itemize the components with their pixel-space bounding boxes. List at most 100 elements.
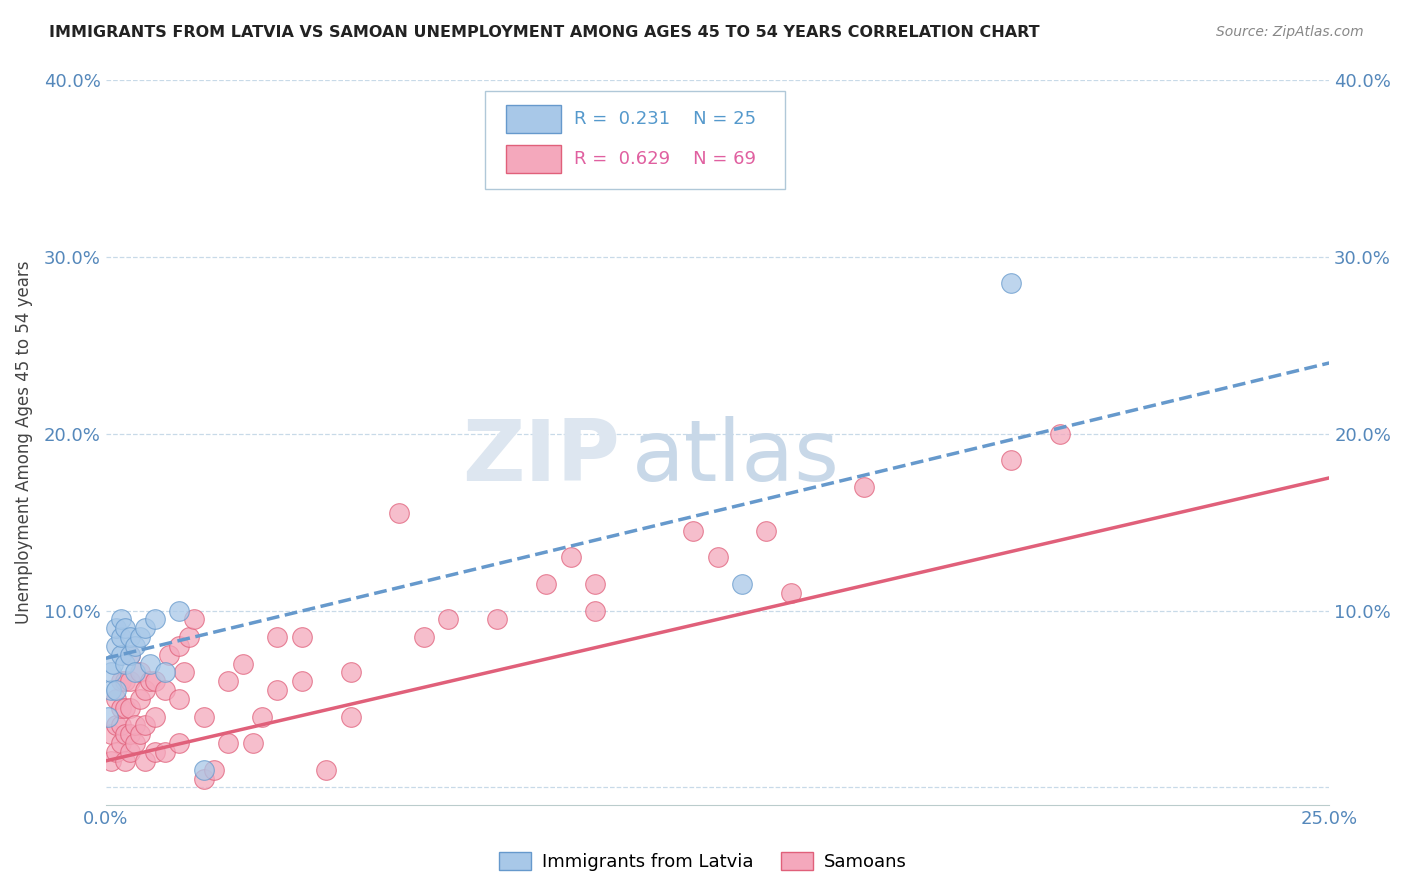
Point	[853, 480, 876, 494]
Point	[120, 648, 142, 662]
Point	[104, 692, 127, 706]
Legend: Immigrants from Latvia, Samoans: Immigrants from Latvia, Samoans	[492, 846, 914, 879]
Point	[159, 648, 181, 662]
Point	[104, 639, 127, 653]
Point	[114, 754, 136, 768]
Point	[114, 621, 136, 635]
Point	[193, 709, 215, 723]
Point	[129, 727, 152, 741]
Point	[202, 763, 225, 777]
Point	[143, 709, 166, 723]
Point	[97, 709, 120, 723]
Text: Source: ZipAtlas.com: Source: ZipAtlas.com	[1216, 25, 1364, 39]
Point	[110, 674, 132, 689]
Point	[242, 736, 264, 750]
Point	[291, 674, 314, 689]
Point	[177, 630, 200, 644]
Text: atlas: atlas	[631, 416, 839, 499]
Point	[1000, 277, 1022, 291]
Point	[134, 683, 156, 698]
Y-axis label: Unemployment Among Ages 45 to 54 years: Unemployment Among Ages 45 to 54 years	[15, 260, 32, 624]
Point	[266, 683, 288, 698]
Point	[114, 657, 136, 671]
Point	[193, 763, 215, 777]
Point	[114, 674, 136, 689]
Point	[217, 736, 239, 750]
Point	[124, 736, 146, 750]
Point	[232, 657, 254, 671]
Point	[437, 612, 460, 626]
Point	[120, 701, 142, 715]
Point	[139, 657, 162, 671]
FancyBboxPatch shape	[506, 145, 561, 173]
Point	[339, 665, 361, 680]
Point	[124, 718, 146, 732]
Point	[153, 683, 176, 698]
Text: IMMIGRANTS FROM LATVIA VS SAMOAN UNEMPLOYMENT AMONG AGES 45 TO 54 YEARS CORRELAT: IMMIGRANTS FROM LATVIA VS SAMOAN UNEMPLO…	[49, 25, 1040, 40]
Point	[413, 630, 436, 644]
Point	[706, 550, 728, 565]
Point	[110, 648, 132, 662]
Point	[167, 692, 190, 706]
Point	[120, 727, 142, 741]
Point	[100, 754, 122, 768]
Point	[103, 657, 125, 671]
Point	[110, 630, 132, 644]
Point	[100, 683, 122, 698]
Point	[167, 639, 190, 653]
Point	[114, 701, 136, 715]
Text: ZIP: ZIP	[463, 416, 620, 499]
Point	[134, 754, 156, 768]
FancyBboxPatch shape	[485, 91, 785, 189]
Point	[560, 550, 582, 565]
Point	[120, 674, 142, 689]
Point	[167, 736, 190, 750]
Point	[536, 577, 558, 591]
Point	[315, 763, 337, 777]
Point	[110, 612, 132, 626]
Point	[339, 709, 361, 723]
Point	[252, 709, 274, 723]
Point	[780, 586, 803, 600]
Point	[110, 718, 132, 732]
Point	[731, 577, 754, 591]
Point	[100, 727, 122, 741]
FancyBboxPatch shape	[506, 105, 561, 133]
Point	[129, 665, 152, 680]
Point	[682, 524, 704, 538]
Point	[104, 718, 127, 732]
Point	[124, 639, 146, 653]
Point	[120, 745, 142, 759]
Point	[583, 603, 606, 617]
Point	[143, 612, 166, 626]
Point	[134, 718, 156, 732]
Point	[153, 745, 176, 759]
Point	[110, 701, 132, 715]
Point	[143, 745, 166, 759]
Text: R =  0.231    N = 25: R = 0.231 N = 25	[575, 110, 756, 128]
Point	[583, 577, 606, 591]
Point	[153, 665, 176, 680]
Point	[486, 612, 509, 626]
Point	[134, 621, 156, 635]
Point	[1000, 453, 1022, 467]
Point	[104, 621, 127, 635]
Point	[388, 506, 411, 520]
Point	[104, 683, 127, 698]
Point	[120, 648, 142, 662]
Point	[266, 630, 288, 644]
Point	[193, 772, 215, 786]
Point	[755, 524, 778, 538]
Point	[173, 665, 195, 680]
Point	[139, 674, 162, 689]
Point	[104, 745, 127, 759]
Point	[129, 692, 152, 706]
Point	[114, 727, 136, 741]
Point	[100, 665, 122, 680]
Point	[291, 630, 314, 644]
Point	[217, 674, 239, 689]
Point	[167, 603, 190, 617]
Point	[120, 630, 142, 644]
Point	[1049, 426, 1071, 441]
Point	[143, 674, 166, 689]
